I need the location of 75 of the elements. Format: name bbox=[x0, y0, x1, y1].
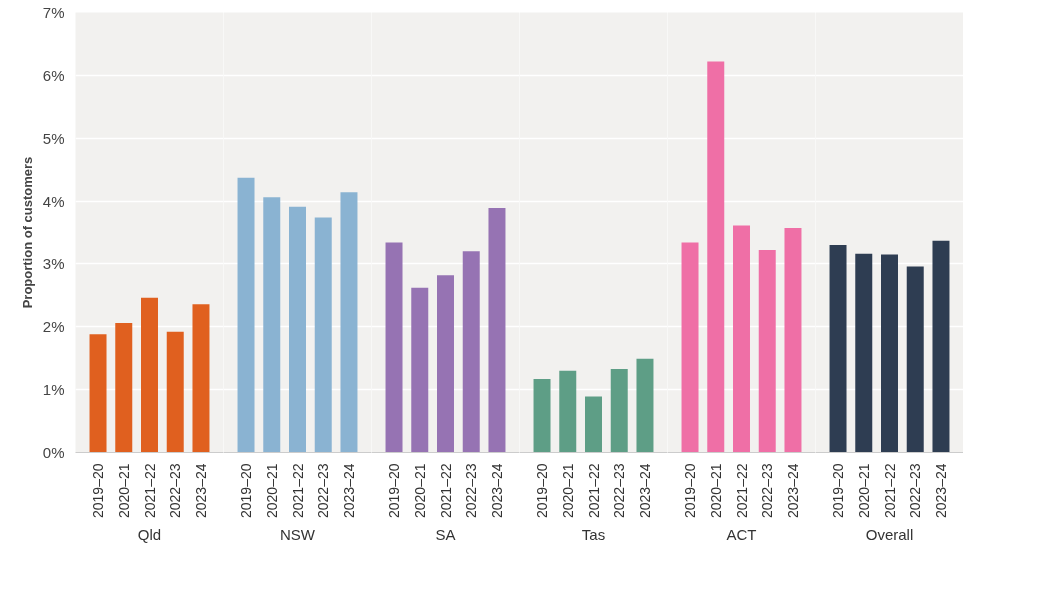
bar bbox=[263, 197, 281, 453]
bar bbox=[166, 331, 184, 453]
x-tick-label: 2020–21 bbox=[707, 463, 724, 518]
x-tick-label: 2020–21 bbox=[559, 463, 576, 518]
x-tick-label: 2023–24 bbox=[636, 463, 653, 518]
x-axis-title: ACT bbox=[726, 526, 757, 543]
bar bbox=[733, 225, 750, 453]
x-tick-label: 2019–20 bbox=[238, 463, 255, 518]
x-tick-label: 2020–21 bbox=[263, 463, 280, 518]
x-axis-title: Overall bbox=[865, 526, 914, 543]
x-tick-label: 2022–23 bbox=[315, 463, 332, 518]
bar bbox=[636, 358, 654, 453]
x-tick-label: 2023–24 bbox=[340, 463, 357, 518]
bar bbox=[192, 304, 210, 453]
x-tick-label: 2020–21 bbox=[115, 463, 132, 518]
x-axis-title: Tas bbox=[581, 526, 606, 543]
x-tick-label: 2022–23 bbox=[611, 463, 628, 518]
bar bbox=[237, 177, 255, 453]
x-tick-label: 2019–20 bbox=[682, 463, 699, 518]
x-axis-title: Qld bbox=[137, 526, 162, 543]
y-tick-label: 4% bbox=[42, 192, 65, 210]
bar bbox=[758, 250, 776, 453]
bar bbox=[385, 242, 403, 453]
bar bbox=[906, 266, 924, 453]
x-tick-label: 2021–22 bbox=[289, 463, 306, 518]
bar bbox=[784, 228, 802, 453]
x-tick-label: 2022–23 bbox=[759, 463, 776, 518]
x-tick-label: 2021–22 bbox=[881, 463, 898, 518]
x-tick-label: 2022–23 bbox=[167, 463, 184, 518]
x-tick-label: 2022–23 bbox=[907, 463, 924, 518]
x-tick-label: 2023–24 bbox=[784, 463, 801, 518]
x-tick-label: 2021–22 bbox=[733, 463, 750, 518]
x-tick-label: 2021–22 bbox=[585, 463, 602, 518]
bar bbox=[932, 240, 950, 453]
bar bbox=[340, 192, 358, 453]
bar bbox=[610, 368, 628, 453]
bar bbox=[585, 396, 602, 453]
x-tick-label: 2021–22 bbox=[437, 463, 454, 518]
x-tick-label: 2020–21 bbox=[411, 463, 428, 518]
y-tick-label: 3% bbox=[42, 255, 65, 273]
x-tick-label: 2019–20 bbox=[830, 463, 847, 518]
x-tick-label: 2023–24 bbox=[932, 463, 949, 518]
bar bbox=[89, 334, 107, 453]
x-tick-label: 2019–20 bbox=[90, 463, 107, 518]
y-tick-label: 2% bbox=[42, 318, 65, 336]
bar bbox=[488, 207, 506, 453]
x-tick-label: 2023–24 bbox=[192, 463, 209, 518]
x-axis-title: NSW bbox=[280, 526, 316, 543]
x-tick-label: 2022–23 bbox=[463, 463, 480, 518]
bar bbox=[411, 287, 429, 453]
x-tick-label: 2021–22 bbox=[141, 463, 158, 518]
bar bbox=[314, 217, 332, 453]
x-tick-label: 2019–20 bbox=[534, 463, 551, 518]
y-tick-label: 5% bbox=[42, 129, 65, 147]
y-tick-label: 6% bbox=[42, 66, 65, 84]
y-axis-title: Proportion of customers bbox=[19, 156, 35, 309]
bar bbox=[462, 251, 480, 453]
x-tick-label: 2023–24 bbox=[488, 463, 505, 518]
y-tick-label: 7% bbox=[42, 4, 65, 21]
x-axis-title: SA bbox=[435, 526, 456, 543]
bar bbox=[559, 370, 577, 453]
y-tick-label: 1% bbox=[42, 381, 65, 399]
bar bbox=[707, 61, 725, 453]
bar bbox=[881, 254, 898, 453]
bar bbox=[533, 378, 551, 453]
bar bbox=[681, 242, 699, 453]
bar bbox=[289, 206, 306, 453]
bar bbox=[115, 323, 133, 453]
bar bbox=[437, 275, 454, 453]
y-tick-label: 0% bbox=[42, 444, 65, 461]
bar bbox=[141, 297, 158, 453]
bar bbox=[829, 245, 847, 453]
x-tick-label: 2019–20 bbox=[386, 463, 403, 518]
x-tick-label: 2020–21 bbox=[855, 463, 872, 518]
bar bbox=[855, 253, 873, 453]
